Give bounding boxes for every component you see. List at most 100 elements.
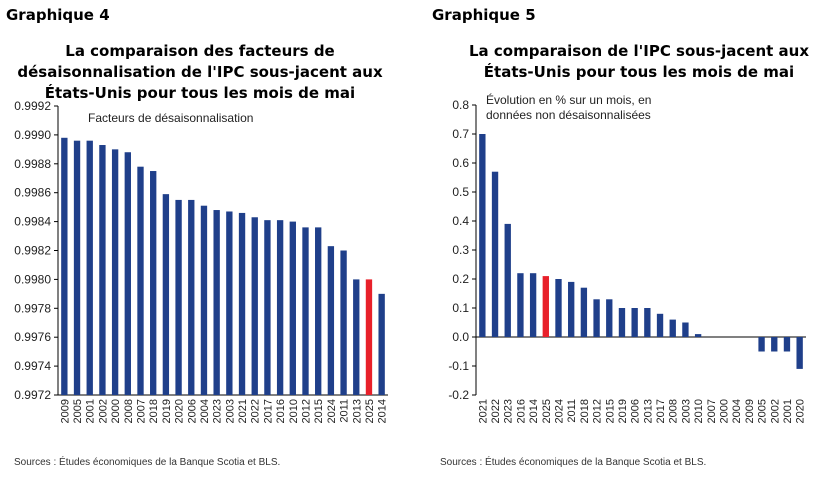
y-tick-label: 0.3 <box>452 243 469 257</box>
x-tick-label: 2018 <box>579 399 591 423</box>
x-tick-label: 2007 <box>136 399 148 423</box>
bar <box>631 308 638 337</box>
bar <box>656 313 664 337</box>
bar <box>555 279 562 337</box>
x-tick-label: 2001 <box>782 399 794 423</box>
y-tick-label: 0.9982 <box>14 244 51 258</box>
y-tick-label: 0.9974 <box>14 359 51 373</box>
bar <box>276 220 284 395</box>
y-tick-label: 0.9986 <box>14 186 51 200</box>
x-tick-label: 2004 <box>199 399 211 423</box>
x-tick-label: 2010 <box>288 399 300 423</box>
x-tick-label: 2010 <box>693 399 705 423</box>
x-tick-label: 2000 <box>110 399 122 423</box>
bar <box>669 319 676 337</box>
x-tick-label: 2021 <box>477 399 489 423</box>
bar <box>61 137 68 396</box>
x-tick-label: 2013 <box>351 399 363 423</box>
y-tick-label: 0.8 <box>452 98 469 112</box>
chart-source: Sources : Études économiques de la Banqu… <box>440 457 707 468</box>
x-tick-label: 2014 <box>377 399 389 423</box>
chart-title-line: désaisonnalisation de l'IPC sous-jacent … <box>17 63 383 81</box>
bar <box>618 308 626 337</box>
chart-annotation-line: données non désaisonnalisées <box>486 108 651 122</box>
x-tick-label: 2014 <box>528 399 540 423</box>
x-tick-label: 2006 <box>630 399 642 423</box>
y-tick-label: 0.9978 <box>14 301 51 315</box>
bar <box>771 337 778 352</box>
bar <box>682 322 689 337</box>
bar <box>504 223 511 337</box>
x-tick-label: 2016 <box>275 399 287 423</box>
y-tick-label: 0.2 <box>452 272 469 286</box>
chart-title-line: La comparaison de l'IPC sous-jacent aux <box>469 42 809 60</box>
y-tick-label: 0.7 <box>452 127 469 141</box>
x-tick-label: 2001 <box>85 399 97 423</box>
x-tick-label: 2007 <box>706 399 718 423</box>
y-tick-label: -0.2 <box>448 388 469 402</box>
y-tick-label: 0.0 <box>452 330 469 344</box>
chart-title: La comparaison de l'IPC sous-jacent aux … <box>454 41 824 83</box>
chart-title-line: États-Unis pour tous les mois de mai <box>44 84 356 102</box>
y-tick-label: 0.9990 <box>14 128 51 142</box>
bar <box>378 293 385 395</box>
bar <box>73 140 81 395</box>
bar <box>99 145 106 395</box>
bar <box>796 337 803 369</box>
bar <box>124 152 131 395</box>
bar <box>529 273 537 337</box>
bar <box>111 149 119 395</box>
x-tick-label: 2015 <box>604 399 616 423</box>
bar <box>175 199 182 395</box>
bar-chart-seasonal-factors: Facteurs de désaisonnalisation 0.9972 0.9… <box>14 99 389 423</box>
y-tick-label: 0.4 <box>452 214 469 228</box>
x-tick-label: 2012 <box>592 399 604 423</box>
bar <box>568 281 575 337</box>
x-tick-label: 2008 <box>668 399 680 423</box>
bar <box>644 308 651 337</box>
x-tick-label: 2000 <box>719 399 731 423</box>
chart-annotation-line: Évolution en % sur un mois, en <box>486 92 651 107</box>
x-tick-label: 2025 <box>364 399 376 423</box>
x-tick-label: 2024 <box>554 399 566 423</box>
x-tick-label: 2002 <box>97 399 109 423</box>
y-tick-label: 0.5 <box>452 185 469 199</box>
bar <box>289 221 296 395</box>
bar <box>302 227 309 395</box>
x-tick-label: 2004 <box>731 399 743 423</box>
bar <box>327 246 335 395</box>
chart-title-line: États-Unis pour tous les mois de mai <box>483 63 795 81</box>
x-tick-label: 2023 <box>212 399 224 423</box>
bar <box>517 273 524 337</box>
chart-annotation: Facteurs de désaisonnalisation <box>88 111 253 125</box>
y-tick-label: 0.1 <box>452 301 469 315</box>
chart-panel-right: Graphique 5 La comparaison de l'IPC sous… <box>414 0 828 482</box>
bar <box>758 337 765 352</box>
bar-chart-core-cpi: Évolution en % sur un mois, en données n… <box>448 92 806 423</box>
y-tick-label: 0.9992 <box>14 99 51 113</box>
y-tick-label: 0.9984 <box>14 215 51 229</box>
bar <box>251 217 258 395</box>
x-tick-label: 2015 <box>313 399 325 423</box>
y-tick-label: 0.9980 <box>14 272 51 286</box>
x-tick-label: 2023 <box>503 399 515 423</box>
bar <box>542 276 549 337</box>
bar <box>593 299 600 337</box>
x-tick-label: 2022 <box>490 399 502 423</box>
chart-panel-left: Graphique 4 La comparaison des facteurs … <box>6 6 389 468</box>
bar <box>264 220 271 395</box>
x-tick-label: 2002 <box>769 399 781 423</box>
bar <box>200 205 208 395</box>
x-tick-label: 2022 <box>250 399 262 423</box>
x-tick-label: 2017 <box>655 399 667 423</box>
x-tick-label: 2008 <box>123 399 135 423</box>
x-tick-label: 2009 <box>59 399 71 423</box>
x-tick-label: 2003 <box>224 399 236 423</box>
chart-title-line: La comparaison des facteurs de <box>65 42 335 60</box>
x-tick-label: 2018 <box>148 399 160 423</box>
x-tick-label: 2021 <box>237 399 249 423</box>
bar <box>783 337 791 352</box>
x-tick-label: 2016 <box>515 399 527 423</box>
bar <box>491 171 499 337</box>
x-tick-label: 2019 <box>617 399 629 423</box>
